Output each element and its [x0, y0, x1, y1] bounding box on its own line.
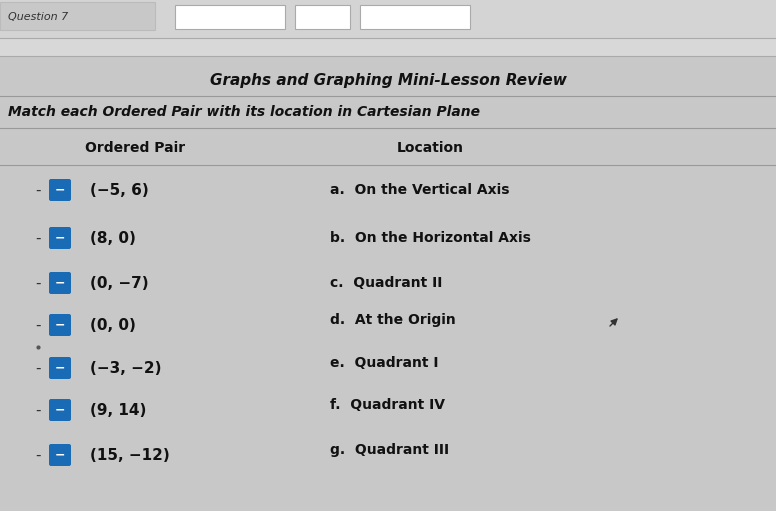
FancyBboxPatch shape	[49, 272, 71, 294]
Text: (−5, 6): (−5, 6)	[90, 182, 149, 197]
Text: (0, −7): (0, −7)	[90, 275, 149, 290]
Text: −: −	[55, 449, 65, 461]
FancyBboxPatch shape	[49, 357, 71, 379]
Text: −: −	[55, 183, 65, 197]
FancyBboxPatch shape	[49, 179, 71, 201]
Text: (−3, −2): (−3, −2)	[90, 360, 161, 376]
Text: −: −	[55, 404, 65, 416]
FancyBboxPatch shape	[49, 444, 71, 466]
Text: (8, 0): (8, 0)	[90, 230, 136, 245]
FancyBboxPatch shape	[49, 399, 71, 421]
Text: Ordered Pair: Ordered Pair	[85, 141, 185, 155]
Text: (15, −12): (15, −12)	[90, 448, 170, 462]
Text: −: −	[55, 361, 65, 375]
Text: -: -	[35, 230, 41, 245]
Text: Graphs and Graphing Mini-Lesson Review: Graphs and Graphing Mini-Lesson Review	[210, 73, 566, 87]
Text: b.  On the Horizontal Axis: b. On the Horizontal Axis	[330, 231, 531, 245]
Text: a.  On the Vertical Axis: a. On the Vertical Axis	[330, 183, 510, 197]
Text: −: −	[55, 231, 65, 244]
Text: -: -	[35, 182, 41, 197]
FancyBboxPatch shape	[49, 314, 71, 336]
Text: −: −	[55, 276, 65, 290]
Text: -: -	[35, 317, 41, 333]
Text: f.  Quadrant IV: f. Quadrant IV	[330, 398, 445, 412]
FancyBboxPatch shape	[0, 0, 776, 38]
FancyBboxPatch shape	[0, 2, 155, 30]
Text: Location: Location	[397, 141, 463, 155]
FancyBboxPatch shape	[175, 5, 285, 29]
Text: d.  At the Origin: d. At the Origin	[330, 313, 456, 327]
Text: −: −	[55, 318, 65, 332]
FancyBboxPatch shape	[295, 5, 350, 29]
Text: g.  Quadrant III: g. Quadrant III	[330, 443, 449, 457]
Text: -: -	[35, 275, 41, 290]
Text: Match each Ordered Pair with its location in Cartesian Plane: Match each Ordered Pair with its locatio…	[8, 105, 480, 119]
Text: -: -	[35, 448, 41, 462]
Text: (0, 0): (0, 0)	[90, 317, 136, 333]
FancyBboxPatch shape	[0, 38, 776, 56]
Text: -: -	[35, 403, 41, 417]
Text: -: -	[35, 360, 41, 376]
Text: c.  Quadrant II: c. Quadrant II	[330, 276, 442, 290]
Text: (9, 14): (9, 14)	[90, 403, 147, 417]
Text: e.  Quadrant I: e. Quadrant I	[330, 356, 438, 370]
FancyBboxPatch shape	[360, 5, 470, 29]
FancyBboxPatch shape	[49, 227, 71, 249]
Text: Question 7: Question 7	[8, 12, 68, 22]
